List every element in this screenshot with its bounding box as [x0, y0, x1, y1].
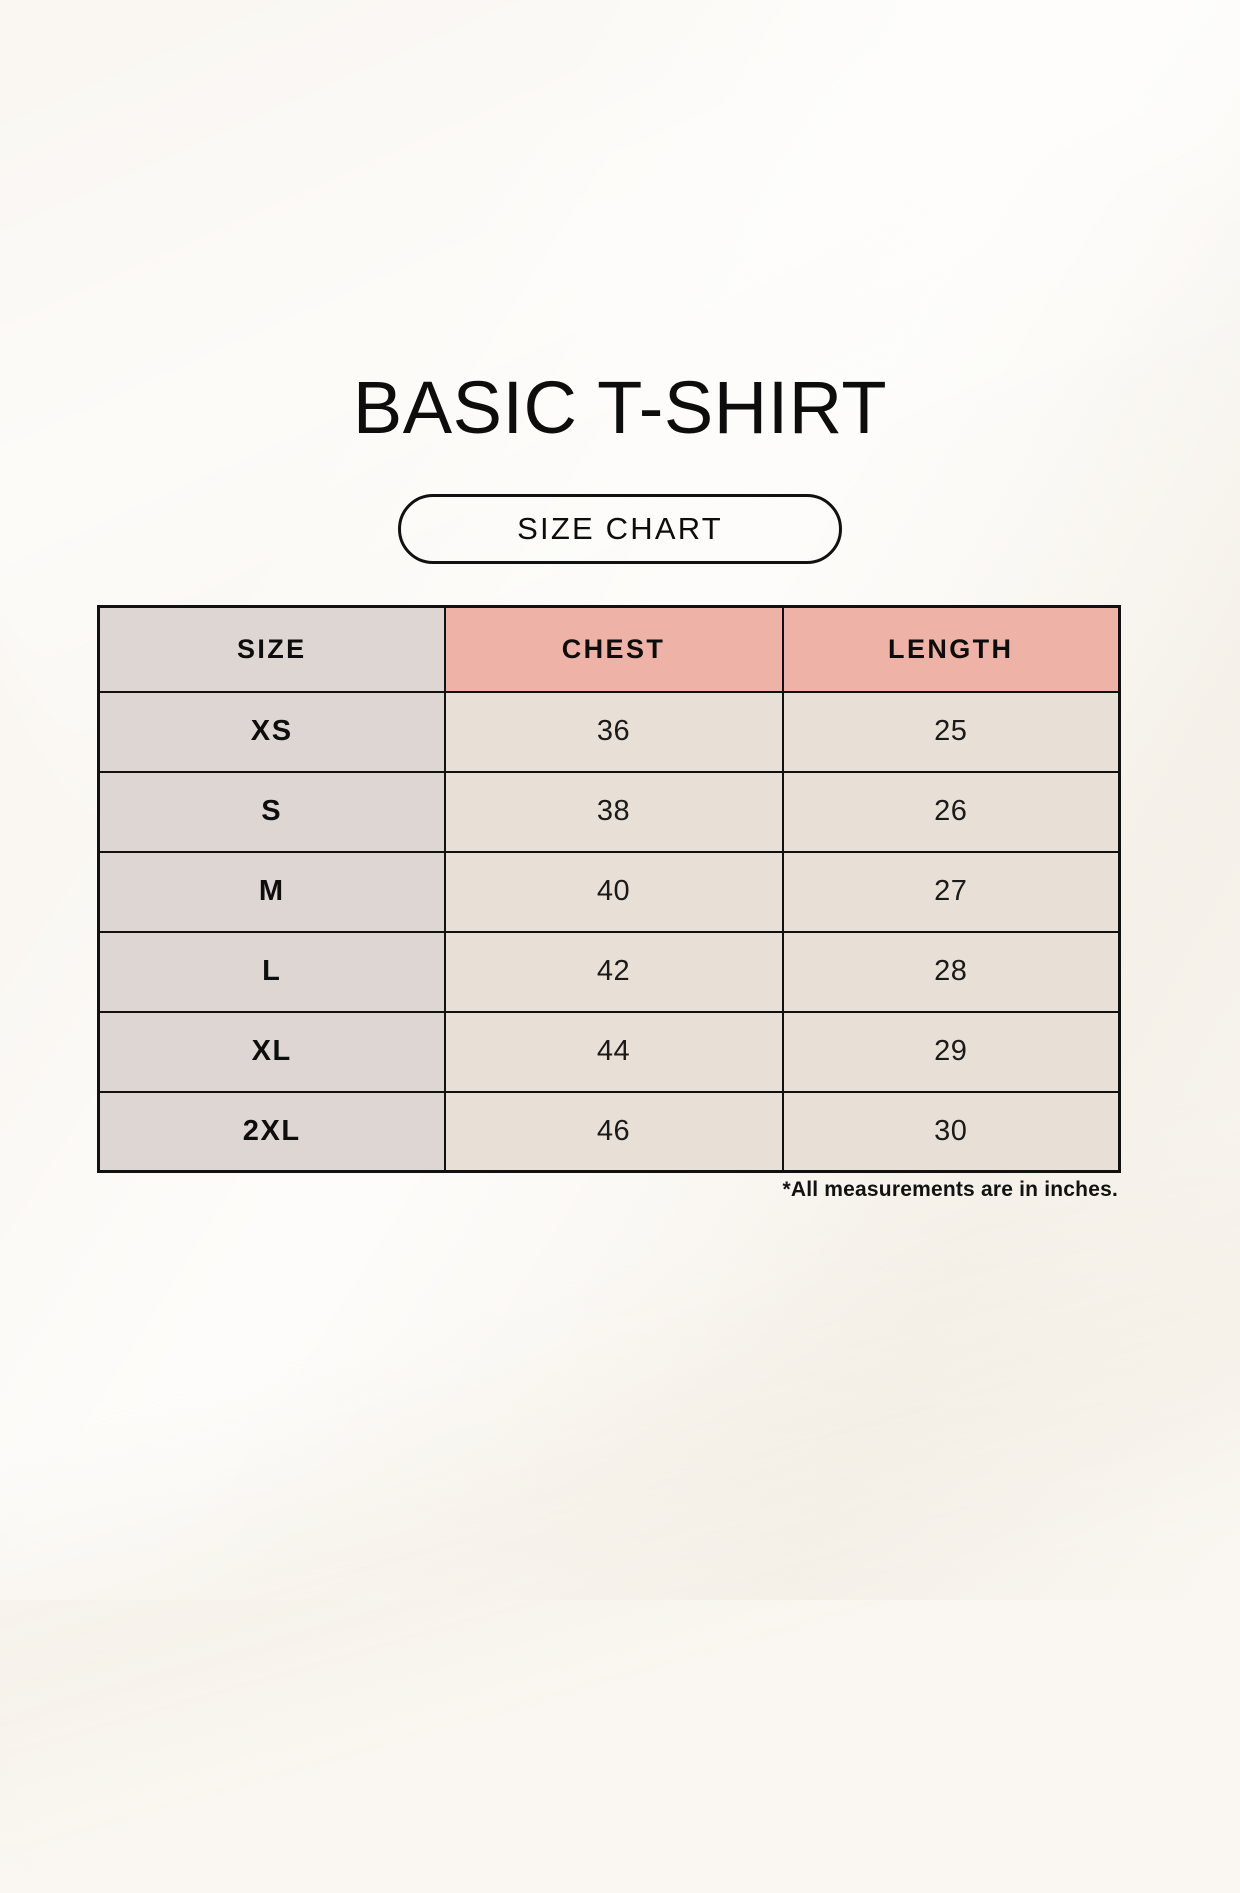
cell-length: 27: [781, 850, 1121, 933]
cell-length: 30: [781, 1090, 1121, 1173]
badge-container: SIZE CHART: [0, 494, 1240, 564]
table-header-row: SIZE CHEST LENGTH: [97, 605, 1121, 693]
table-body: XS 36 25 S 38 26 M 40 27 L 42 28: [97, 690, 1121, 1173]
cell-chest: 44: [443, 1010, 784, 1093]
table-row: XL 44 29: [97, 1010, 1121, 1093]
cell-length: 29: [781, 1010, 1121, 1093]
cell-size: XL: [97, 1010, 446, 1093]
table-header: SIZE CHEST LENGTH: [97, 605, 1121, 693]
cell-chest: 46: [443, 1090, 784, 1173]
column-header-chest: CHEST: [443, 605, 784, 693]
cell-chest: 36: [443, 690, 784, 773]
table-row: 2XL 46 30: [97, 1090, 1121, 1173]
table-row: L 42 28: [97, 930, 1121, 1013]
cell-size: S: [97, 770, 446, 853]
cell-chest: 40: [443, 850, 784, 933]
cell-size: M: [97, 850, 446, 933]
cell-chest: 42: [443, 930, 784, 1013]
size-chart-page: BASIC T-SHIRT SIZE CHART SIZE CHEST LENG…: [0, 366, 1240, 1201]
column-header-size: SIZE: [97, 605, 446, 693]
cell-length: 26: [781, 770, 1121, 853]
size-chart-table: SIZE CHEST LENGTH XS 36 25 S 38 26 M: [97, 605, 1121, 1173]
cell-length: 28: [781, 930, 1121, 1013]
table-row: XS 36 25: [97, 690, 1121, 773]
size-chart-badge: SIZE CHART: [398, 494, 842, 564]
table-row: S 38 26: [97, 770, 1121, 853]
column-header-length: LENGTH: [781, 605, 1121, 693]
page-title: BASIC T-SHIRT: [352, 366, 888, 449]
cell-chest: 38: [443, 770, 784, 853]
cell-length: 25: [781, 690, 1121, 773]
table-row: M 40 27: [97, 850, 1121, 933]
cell-size: L: [97, 930, 446, 1013]
size-table-container: SIZE CHEST LENGTH XS 36 25 S 38 26 M: [97, 605, 1121, 1173]
measurements-footnote: *All measurements are in inches.: [782, 1178, 1118, 1201]
cell-size: XS: [97, 690, 446, 773]
cell-size: 2XL: [97, 1090, 446, 1173]
